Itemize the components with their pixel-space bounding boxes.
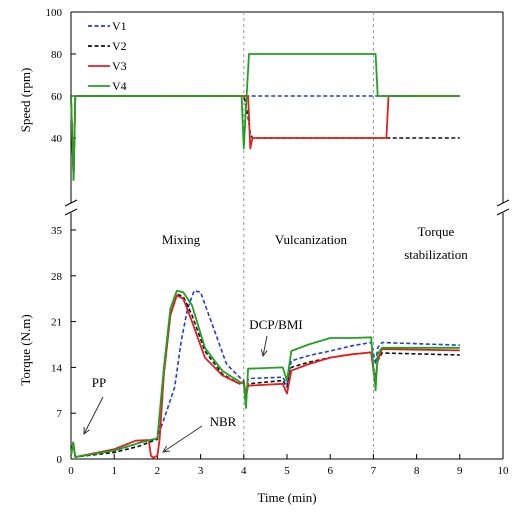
- x-tick-label: 8: [414, 465, 420, 477]
- phase-label-vulcanization: Vulcanization: [275, 232, 348, 247]
- nbr-arrow-shaft: [162, 425, 203, 453]
- x-axis-title: Time (min): [257, 490, 316, 505]
- phase-label-stabilization: stabilization: [404, 247, 468, 262]
- torque-y-tick-label: 7: [57, 408, 63, 420]
- torque-series-v1: [70, 289, 460, 458]
- phase-label-torque: Torque: [418, 224, 455, 239]
- annotation-nbr: NBR: [210, 414, 237, 429]
- torque-series-v4: [70, 289, 460, 458]
- x-tick-label: 4: [241, 465, 247, 477]
- legend-label-v4: V4: [112, 79, 127, 93]
- legend-label-v1: V1: [112, 19, 127, 33]
- dcp-bmi-arrow-head: [260, 349, 268, 358]
- legend: V1 V2 V3 V4: [88, 19, 127, 93]
- torque-series-group: [70, 289, 460, 459]
- phase-label-mixing: Mixing: [162, 232, 201, 247]
- pp-arrow-shaft: [83, 396, 104, 435]
- torque-y-tick-label: 28: [51, 271, 63, 283]
- axis-break-right-b: [496, 208, 510, 216]
- torque-y-tick-label: 14: [51, 362, 63, 374]
- speed-y-tick-label: 100: [46, 7, 63, 19]
- x-tick-label: 0: [68, 465, 74, 477]
- torque-y-axis-title: Torque (N.m): [18, 314, 33, 385]
- annotation-dcp-bmi: DCP/BMI: [249, 317, 302, 332]
- plot-frame: [64, 11, 510, 460]
- legend-label-v2: V2: [112, 39, 127, 53]
- nbr-arrow-head: [162, 445, 171, 453]
- speed-y-tick-label: 40: [51, 133, 63, 145]
- speed-series-v4: [70, 53, 460, 181]
- annotation-pp: PP: [92, 375, 106, 390]
- torque-y-tick-label: 0: [57, 454, 63, 466]
- text-labels: Speed (rpm) Torque (N.m) Time (min) Mixing V…: [18, 68, 468, 505]
- torque-y-tick-label: 35: [51, 225, 63, 237]
- x-tick-label: 6: [327, 465, 333, 477]
- x-tick-label: 7: [371, 465, 377, 477]
- x-tick-label: 1: [111, 465, 117, 477]
- x-tick-label: 5: [284, 465, 290, 477]
- speed-series-group: [70, 53, 460, 181]
- torque-y-tick-label: 21: [51, 317, 62, 329]
- dcp-bmi-arrow-shaft: [262, 335, 268, 357]
- speed-y-tick-label: 60: [51, 91, 63, 103]
- x-tick-label: 9: [457, 465, 463, 477]
- pp-arrow-head: [83, 426, 90, 436]
- legend-label-v3: V3: [112, 59, 127, 73]
- axis-break-right-a: [496, 199, 510, 207]
- speed-y-axis-title: Speed (rpm): [18, 68, 33, 133]
- x-tick-label: 10: [498, 465, 510, 477]
- axis-break-left-a: [64, 199, 78, 207]
- torque-series-v3: [70, 294, 460, 459]
- axis-break-left-b: [64, 208, 78, 216]
- x-tick-label: 2: [155, 465, 161, 477]
- x-tick-label: 3: [198, 465, 204, 477]
- speed-y-tick-label: 80: [51, 49, 63, 61]
